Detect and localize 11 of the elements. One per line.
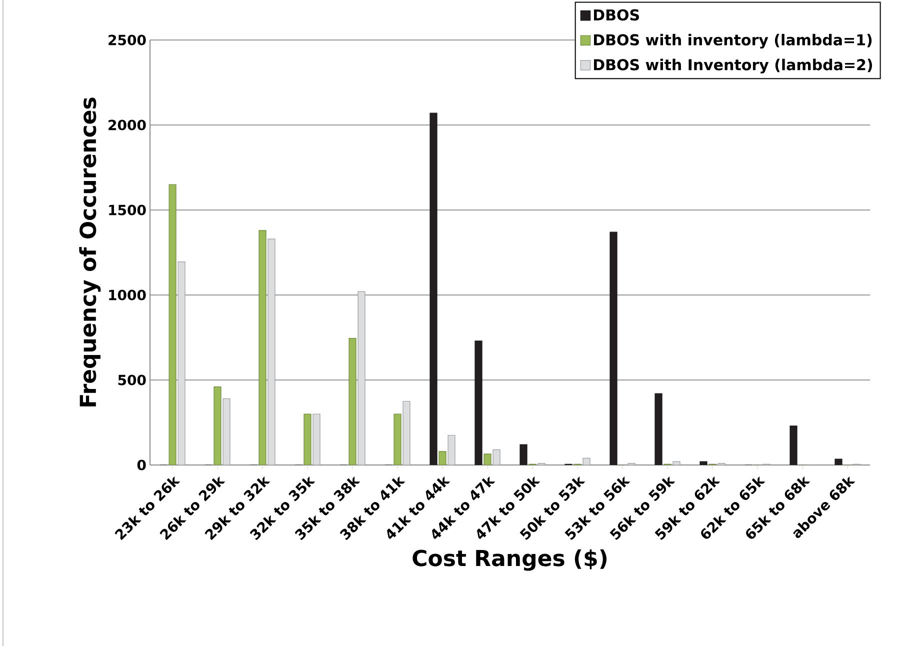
y-tick-label: 2000	[108, 120, 146, 130]
legend-label: DBOS with inventory (lambda=1)	[594, 34, 872, 49]
y-tick-label: 1500	[109, 204, 146, 216]
y-tick-label: 2500	[108, 34, 146, 46]
y-tick-label: 0	[137, 460, 146, 470]
y-tick-label: 500	[118, 374, 146, 386]
legend-label: DBOS	[594, 9, 639, 21]
legend-label: DBOS with Inventory (lambda=2)	[594, 58, 872, 74]
y-tick-label: 1000	[109, 290, 146, 300]
x-axis-title: Cost Ranges ($)	[412, 549, 607, 571]
y-axis-title: Frequency of Occurences	[79, 98, 101, 406]
